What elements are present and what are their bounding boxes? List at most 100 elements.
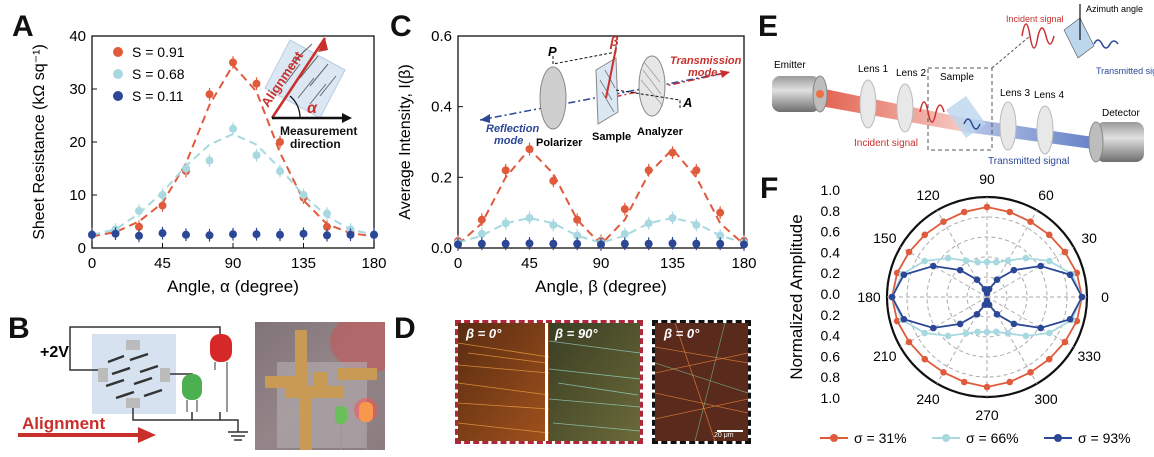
y-tick-label: 40 bbox=[69, 28, 86, 45]
data-point bbox=[135, 222, 143, 231]
data-point bbox=[501, 166, 510, 175]
polar-data-point bbox=[921, 257, 928, 265]
polar-data-point bbox=[1046, 329, 1053, 337]
film-nanowires bbox=[105, 352, 163, 400]
data-point bbox=[299, 191, 308, 199]
sample-box bbox=[927, 67, 993, 151]
data-point bbox=[644, 166, 653, 175]
data-point bbox=[716, 208, 725, 217]
data-point bbox=[501, 219, 510, 228]
inset-transmitted-label: Transmitted signal bbox=[1096, 66, 1154, 76]
measurement-arrowhead bbox=[342, 113, 352, 123]
polar-data-point bbox=[921, 329, 928, 337]
inset-incident-wave bbox=[1021, 23, 1055, 49]
analyzer-disc bbox=[638, 55, 666, 117]
polar-data-point bbox=[960, 378, 968, 386]
reflection-arrowhead bbox=[480, 114, 490, 123]
device-photo bbox=[255, 322, 385, 450]
voltage-label: +2V bbox=[40, 344, 69, 361]
ground-symbol bbox=[228, 431, 248, 441]
polar-data-point bbox=[993, 311, 1001, 318]
lens-1 bbox=[859, 79, 877, 129]
polar-data-point bbox=[921, 231, 929, 239]
data-point bbox=[276, 138, 284, 146]
fit-line bbox=[457, 147, 745, 246]
x-axis-label: Angle, α (degree) bbox=[167, 277, 299, 296]
polar-data-point bbox=[956, 266, 964, 274]
legend-label: σ = 93% bbox=[1078, 430, 1131, 446]
polar-data-point bbox=[944, 332, 952, 340]
polar-data-point bbox=[1006, 378, 1014, 386]
y-tick-label: 0.2 bbox=[431, 169, 452, 186]
data-point bbox=[88, 230, 96, 239]
polar-data-point bbox=[1046, 257, 1053, 265]
panel-label-b: B bbox=[8, 312, 30, 345]
data-point bbox=[205, 90, 214, 99]
legend-label: σ = 31% bbox=[854, 430, 907, 446]
incident-wave bbox=[919, 101, 945, 123]
alignment-arrowhead-b bbox=[138, 427, 156, 443]
inset-beta-label: β bbox=[609, 33, 619, 49]
data-point bbox=[525, 213, 534, 222]
polar-angle-label: 60 bbox=[1038, 187, 1054, 203]
polar-r-tick-label: 0.8 bbox=[821, 203, 841, 219]
emitter-label: Emitter bbox=[774, 60, 806, 71]
data-point bbox=[477, 215, 486, 224]
polar-data-point bbox=[993, 258, 1000, 266]
polar-data-point bbox=[962, 257, 970, 264]
reflection-beam bbox=[479, 71, 731, 121]
panel-label-f: F bbox=[760, 172, 779, 205]
panel-e-setup: Emitter Lens 1 Lens 2 Sample Lens 3 Lens… bbox=[772, 4, 1154, 167]
data-point bbox=[252, 151, 261, 160]
data-point bbox=[182, 230, 190, 239]
x-tick-label: 180 bbox=[731, 255, 756, 272]
data-point bbox=[501, 239, 510, 248]
x-tick-label: 45 bbox=[154, 255, 171, 272]
polar-data-point bbox=[1027, 369, 1034, 376]
data-point bbox=[525, 145, 534, 154]
data-point bbox=[111, 229, 120, 238]
polar-data-point bbox=[1037, 262, 1044, 270]
polar-data-point bbox=[905, 248, 913, 256]
data-point bbox=[573, 239, 582, 248]
chart-a-points: S = 0.91 S = 0.68 S = 0.11 bbox=[88, 44, 378, 243]
polar-angle-label: 270 bbox=[975, 407, 999, 423]
x-tick-label: 90 bbox=[225, 255, 242, 272]
data-point bbox=[620, 239, 629, 248]
polar-r-tick-label: 0.4 bbox=[821, 328, 841, 344]
polar-data-point bbox=[1004, 330, 1012, 337]
legend-marker bbox=[1054, 434, 1062, 442]
polar-data-point bbox=[930, 324, 937, 332]
inset-a-label: A bbox=[682, 95, 692, 110]
data-point bbox=[182, 164, 190, 173]
emitter-device bbox=[772, 76, 820, 112]
transmitted-wave bbox=[963, 118, 981, 130]
data-point bbox=[692, 239, 701, 248]
chart-c-points bbox=[454, 142, 748, 251]
lens-4 bbox=[1036, 105, 1054, 155]
y-axis-label: Average Intensity, I(β) bbox=[397, 64, 414, 219]
inset-transmitted-wave bbox=[1093, 39, 1119, 49]
polar-angle-label: 210 bbox=[873, 348, 897, 364]
polar-data-point bbox=[940, 218, 947, 225]
polar-data-point bbox=[956, 320, 964, 328]
polar-data-point bbox=[1061, 338, 1069, 346]
data-point bbox=[323, 231, 331, 240]
transmitted-signal-label: Transmitted signal bbox=[988, 156, 1069, 167]
polar-data-point bbox=[921, 355, 929, 363]
transmission-arrowhead bbox=[720, 70, 730, 78]
polar-angle-label: 90 bbox=[979, 172, 995, 187]
micrograph-red-frame bbox=[455, 320, 643, 444]
x-tick-label: 180 bbox=[361, 255, 386, 272]
data-point bbox=[668, 148, 677, 157]
polar-spoke bbox=[986, 246, 1074, 298]
chart-c-axes: 0 45 90 135 180 0.0 0.2 0.4 0.6 Angle, β (degree)… bbox=[397, 28, 757, 296]
legend-marker bbox=[113, 47, 123, 57]
data-point bbox=[135, 206, 143, 215]
polar-data-point bbox=[1022, 332, 1030, 340]
micrograph-label-beta90: β = 90° bbox=[555, 326, 598, 341]
polar-data-point bbox=[962, 330, 970, 337]
p-axis-line bbox=[552, 44, 617, 65]
polar-data-point bbox=[1037, 324, 1044, 332]
polar-spoke bbox=[986, 296, 1074, 348]
